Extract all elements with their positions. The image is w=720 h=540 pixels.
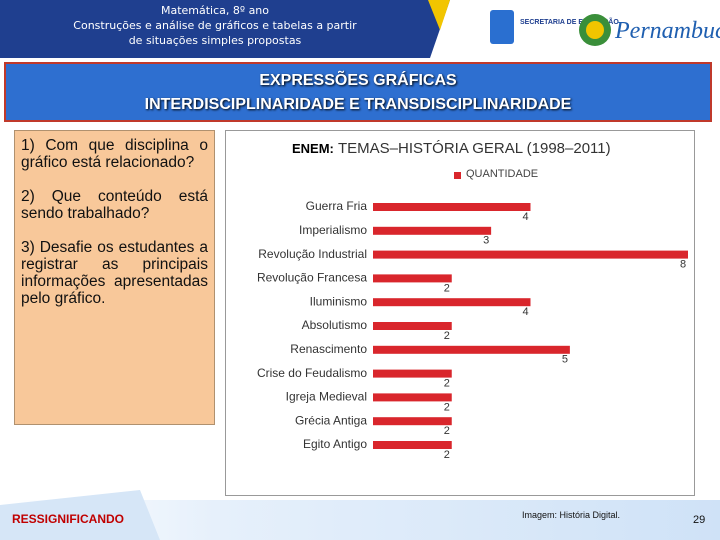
chart-frame: ENEM: TEMAS–HISTÓRIA GERAL (1998–2011) Q… [225,130,695,496]
chart-prefix: ENEM: [292,141,334,156]
bar [373,345,570,354]
category-label: Revolução Industrial [258,247,367,261]
value-label: 2 [444,378,450,390]
category-label: Grécia Antiga [295,413,367,427]
bar [373,417,452,426]
category-label: Renascimento [290,342,367,356]
value-label: 2 [444,425,450,437]
category-label: Imperialismo [299,223,367,237]
banner-subtitle: INTERDISCIPLINARIDADE E TRANSDISCIPLINAR… [144,96,572,113]
header-line: Construções e análise de gráficos e tabe… [73,19,357,32]
value-label: 2 [444,401,450,413]
banner-title: EXPRESSÕES GRÁFICAS [259,72,457,89]
category-label: Guerra Fria [306,199,368,213]
bar [373,322,452,330]
value-label: 8 [680,259,686,271]
value-label: 4 [523,211,529,223]
bar [373,203,531,211]
legend-swatch [454,172,461,179]
category-label: Revolução Francesa [257,271,367,285]
value-label: 2 [444,282,450,294]
bar [373,298,531,307]
bar [373,226,492,235]
header-line: Matemática, 8º ano [160,4,270,17]
chart-title: TEMAS–HISTÓRIA GERAL (1998–2011) [338,140,611,157]
question-box: 1) Com que disciplina o gráfico está rel… [14,130,215,425]
legend-label: QUANTIDADE [466,168,538,180]
value-label: 2 [444,449,450,461]
footer-label: RESSIGNIFICANDO [12,512,124,526]
page-number: 29 [693,514,705,526]
footer: RESSIGNIFICANDO Imagem: História Digital… [0,490,705,540]
category-label: Iluminismo [310,294,368,308]
banner: EXPRESSÕES GRÁFICAS INTERDISCIPLINARIDAD… [4,62,712,122]
bar [373,393,452,402]
chart: ENEM: TEMAS–HISTÓRIA GERAL (1998–2011) Q… [257,140,688,461]
image-credit: Imagem: História Digital. [522,510,620,520]
question: 1) Com que disciplina o gráfico está rel… [21,137,208,171]
category-label: Absolutismo [302,318,368,332]
category-label: Egito Antigo [303,437,367,451]
category-label: Crise do Feudalismo [257,366,367,380]
secretaria: SECRETARIA DE EDUCAÇÃO [520,17,619,26]
state-logo: Pernambuco [614,18,720,44]
bar [373,369,452,378]
value-label: 2 [444,330,450,342]
bar [373,250,688,259]
question: 3) Desafie os estudantes a registrar as … [21,239,208,307]
logo-area: SECRETARIA DE EDUCAÇÃO Pernambuco [410,0,720,58]
value-label: 5 [562,354,568,366]
bar [373,274,452,283]
header: Matemática, 8º ano Construções e análise… [0,0,430,58]
value-label: 3 [483,235,489,247]
header-line: de situações simples propostas [128,34,302,47]
question: 2) Que conteúdo está sendo trabalhado? [21,188,208,222]
value-label: 4 [523,306,529,318]
bar [373,441,452,449]
category-label: Igreja Medieval [286,390,367,404]
